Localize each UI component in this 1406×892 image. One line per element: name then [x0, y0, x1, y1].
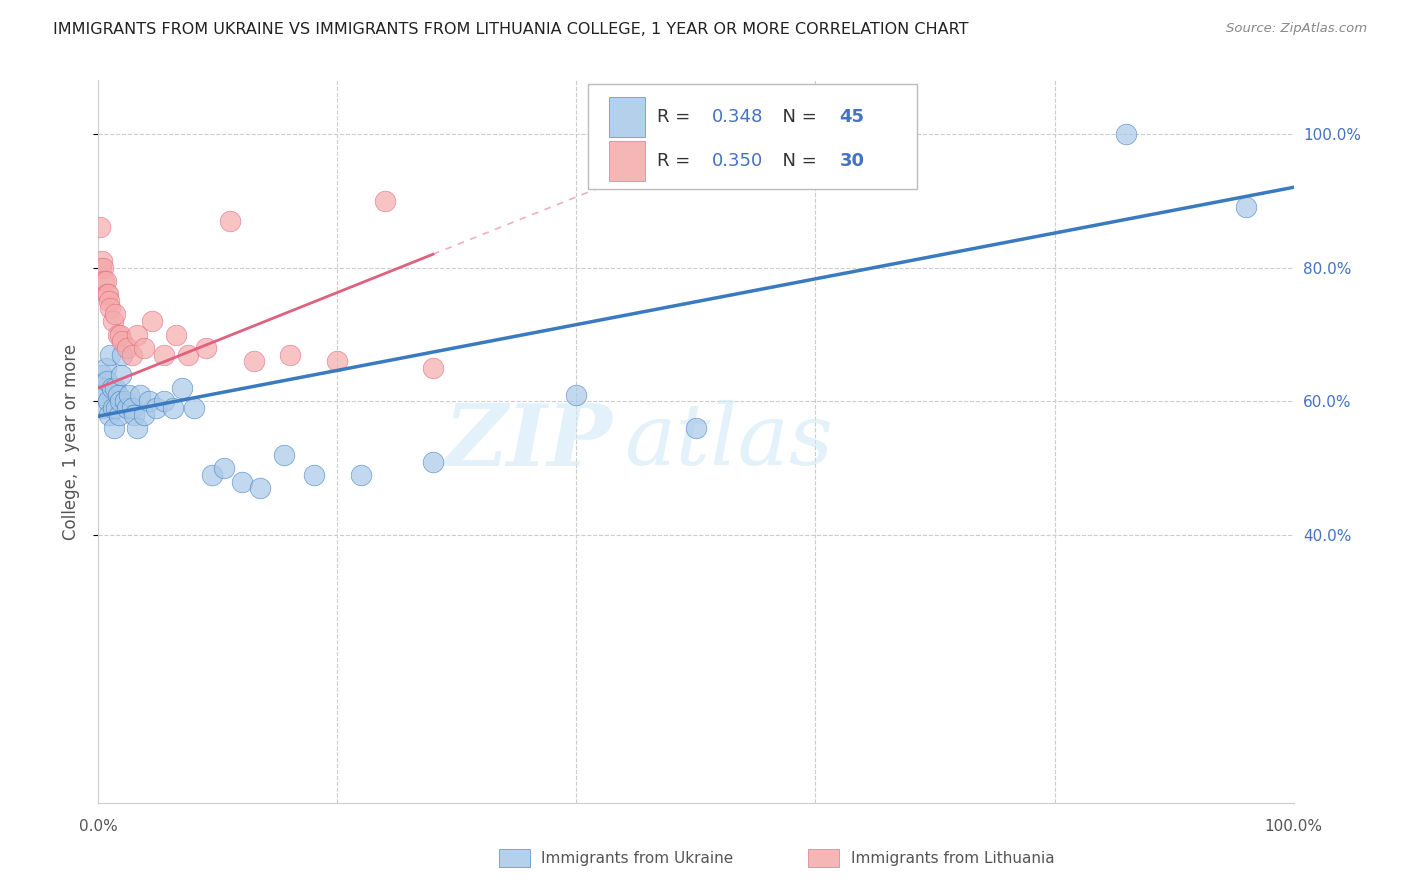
Point — [685, 421, 707, 435]
Point — [165, 327, 187, 342]
Point — [101, 401, 124, 416]
Point — [103, 421, 125, 435]
Point — [100, 381, 122, 395]
Point — [93, 274, 115, 288]
Text: Immigrants from Lithuania: Immigrants from Lithuania — [851, 851, 1054, 865]
Point — [118, 387, 141, 401]
Point — [94, 274, 117, 288]
Point — [132, 341, 155, 355]
Point — [115, 401, 138, 416]
Point — [90, 381, 112, 395]
Point — [273, 448, 295, 462]
Point — [302, 467, 325, 482]
Point — [94, 361, 117, 376]
Point — [195, 341, 218, 355]
Point — [231, 475, 253, 489]
Text: R =: R = — [657, 152, 696, 169]
Point — [212, 461, 235, 475]
Point — [115, 341, 138, 355]
Point — [107, 408, 129, 422]
Point — [89, 220, 111, 235]
Text: N =: N = — [772, 108, 823, 126]
Text: 0.348: 0.348 — [711, 108, 763, 126]
Text: atlas: atlas — [624, 401, 834, 483]
Point — [145, 401, 167, 416]
Point — [201, 467, 224, 482]
Point — [129, 387, 152, 401]
Point — [422, 455, 444, 469]
FancyBboxPatch shape — [609, 97, 644, 136]
Text: R =: R = — [657, 108, 696, 126]
Point — [138, 394, 160, 409]
FancyBboxPatch shape — [609, 141, 644, 180]
Text: ZIP: ZIP — [444, 400, 613, 483]
Point — [132, 408, 155, 422]
Point — [108, 327, 131, 342]
Text: 45: 45 — [839, 108, 865, 126]
Point — [90, 260, 112, 275]
Text: 0.350: 0.350 — [711, 152, 763, 169]
Point — [565, 387, 588, 401]
Point — [104, 381, 127, 395]
Point — [114, 394, 136, 409]
Point — [422, 361, 444, 376]
Point — [98, 301, 122, 315]
Point — [121, 401, 143, 416]
Point — [125, 327, 148, 342]
Point — [278, 348, 301, 362]
Point — [162, 401, 184, 416]
Point — [108, 394, 131, 409]
FancyBboxPatch shape — [589, 84, 917, 189]
Point — [91, 254, 114, 268]
Point — [177, 348, 200, 362]
Point — [374, 194, 396, 208]
Point — [96, 287, 118, 301]
Point — [141, 314, 163, 328]
Point — [153, 348, 176, 362]
Point — [97, 394, 120, 409]
Point — [1234, 201, 1257, 215]
Text: Source: ZipAtlas.com: Source: ZipAtlas.com — [1226, 22, 1367, 36]
Point — [93, 387, 115, 401]
Point — [98, 408, 121, 422]
Point — [107, 387, 129, 401]
Point — [104, 307, 127, 322]
Point — [172, 381, 194, 395]
Point — [111, 348, 134, 362]
Point — [350, 467, 373, 482]
Point — [91, 260, 114, 275]
Point — [125, 421, 148, 435]
Point — [243, 354, 266, 368]
Point — [1115, 127, 1137, 141]
Point — [219, 214, 242, 228]
Point — [98, 348, 122, 362]
Y-axis label: College, 1 year or more: College, 1 year or more — [62, 343, 80, 540]
Point — [105, 401, 128, 416]
Point — [107, 327, 129, 342]
Point — [96, 375, 118, 389]
Text: N =: N = — [772, 152, 823, 169]
Text: Immigrants from Ukraine: Immigrants from Ukraine — [541, 851, 734, 865]
Point — [110, 368, 132, 382]
Text: 30: 30 — [839, 152, 865, 169]
Point — [121, 348, 143, 362]
Point — [153, 394, 176, 409]
Point — [249, 482, 271, 496]
Point — [326, 354, 349, 368]
Point — [124, 408, 146, 422]
Text: IMMIGRANTS FROM UKRAINE VS IMMIGRANTS FROM LITHUANIA COLLEGE, 1 YEAR OR MORE COR: IMMIGRANTS FROM UKRAINE VS IMMIGRANTS FR… — [53, 22, 969, 37]
Point — [91, 401, 114, 416]
Point — [98, 294, 121, 309]
Point — [183, 401, 205, 416]
Point — [101, 314, 124, 328]
Point — [111, 334, 134, 349]
Point — [97, 287, 120, 301]
Point — [91, 368, 114, 382]
